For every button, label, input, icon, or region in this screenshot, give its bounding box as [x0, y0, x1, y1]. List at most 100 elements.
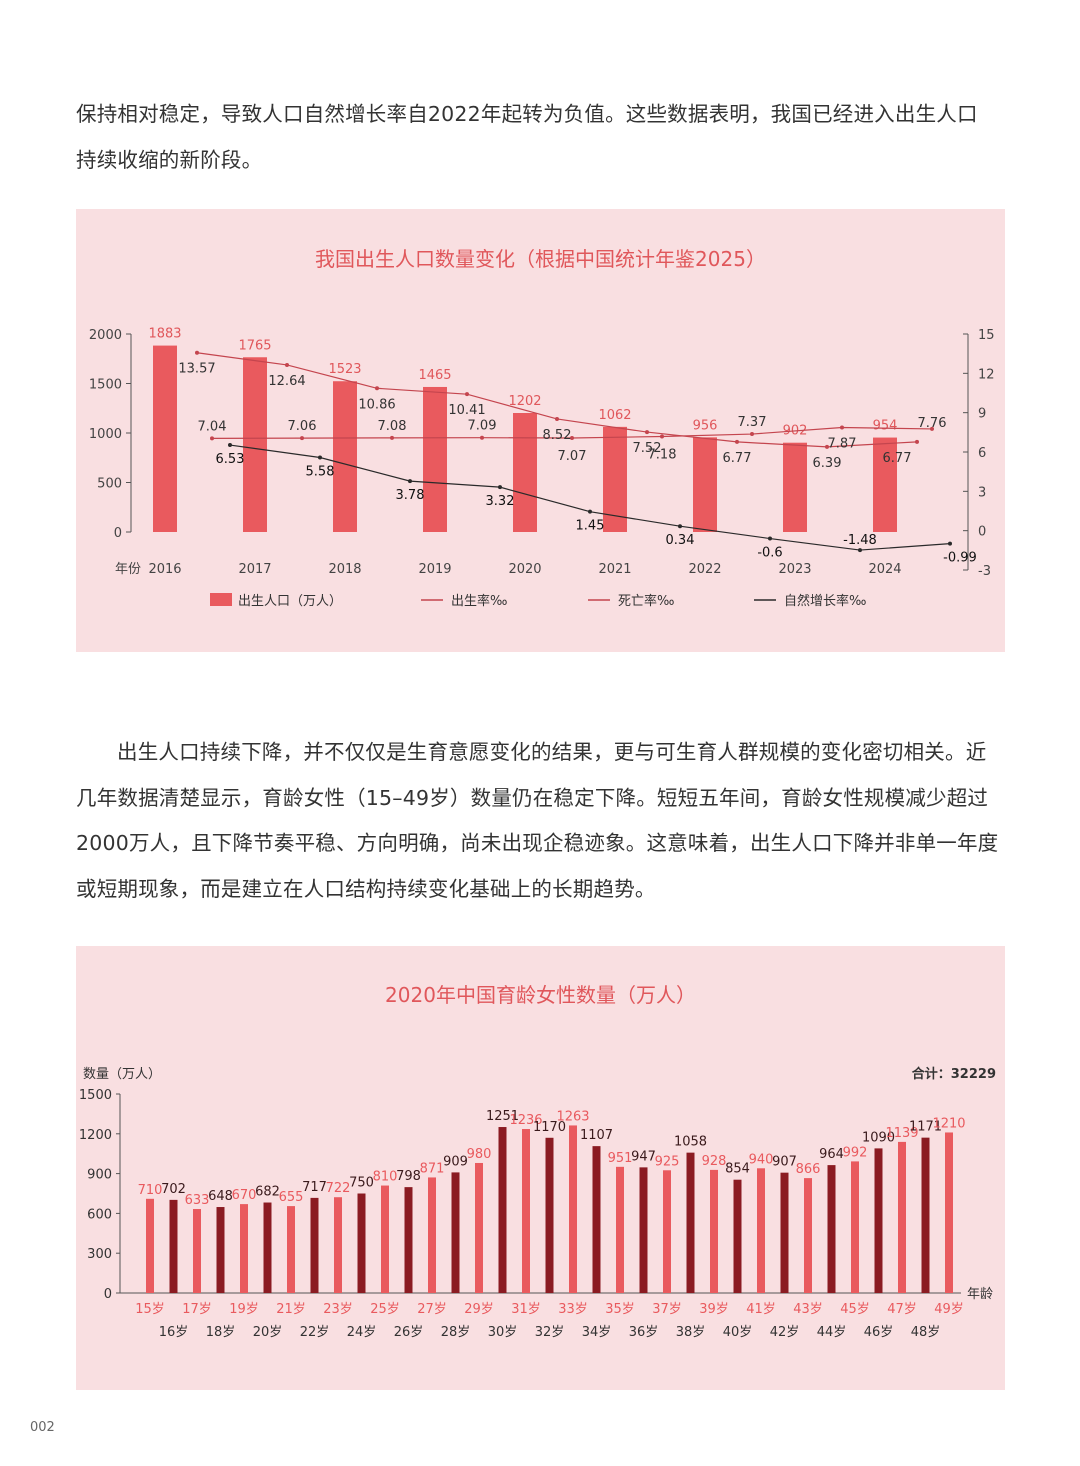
age-tick-label: 19岁 [229, 1302, 259, 1317]
birth-rate-point [735, 439, 739, 444]
birth-rate-label: 12.64 [268, 374, 305, 389]
age-bar [663, 1170, 671, 1293]
age-bar [428, 1177, 436, 1293]
age-tick-label: 41岁 [746, 1302, 776, 1317]
age-bar [592, 1146, 601, 1293]
age-bar [216, 1207, 225, 1293]
age-tick-label: 16岁 [159, 1325, 189, 1340]
y-axis-tick-label: 900 [87, 1168, 112, 1183]
age-bar [498, 1127, 507, 1293]
death-rate-label: 7.37 [738, 415, 767, 430]
natural-growth-point [768, 536, 772, 541]
age-bar [686, 1152, 695, 1293]
age-tick-label: 47岁 [887, 1302, 917, 1317]
birth-bar-label: 1062 [598, 408, 631, 423]
age-tick-label: 36岁 [629, 1325, 659, 1340]
age-bar-label: 1236 [509, 1113, 542, 1128]
birth-rate-label: 6.77 [723, 451, 752, 466]
right-axis-tick-label: 12 [978, 367, 995, 382]
age-bar-label: 940 [749, 1152, 774, 1167]
age-bar-label: 871 [420, 1161, 445, 1176]
age-bar-label: 992 [843, 1145, 868, 1160]
age-tick-label: 46岁 [864, 1325, 894, 1340]
age-bar [287, 1206, 295, 1293]
x-tick-label: 2019 [418, 562, 451, 577]
death-rate-point [570, 435, 574, 440]
y-axis-title: 数量（万人） [83, 1067, 161, 1082]
birth-rate-point [915, 439, 919, 444]
age-bar-label: 810 [373, 1170, 398, 1185]
right-axis-tick-label: 15 [978, 328, 995, 343]
death-rate-point [300, 436, 304, 441]
age-tick-label: 48岁 [911, 1325, 941, 1340]
x-tick-label: 2024 [868, 562, 901, 577]
age-tick-label: 40岁 [723, 1325, 753, 1340]
birth-bar [873, 437, 897, 532]
natural-growth-point [588, 509, 592, 514]
y-axis-tick-label: 600 [87, 1207, 112, 1222]
age-tick-label: 22岁 [300, 1325, 330, 1340]
age-tick-label: 49岁 [934, 1302, 964, 1317]
x-tick-label: 2022 [688, 562, 721, 577]
birth-rate-point [645, 430, 649, 435]
paragraph-line: 持续收缩的新阶段。 [76, 147, 263, 172]
age-bar [475, 1162, 483, 1293]
death-rate-point [930, 426, 934, 431]
age-tick-label: 29岁 [464, 1302, 494, 1317]
natural-growth-point [318, 455, 322, 460]
right-axis-tick-label: -3 [978, 564, 991, 579]
birth-rate-label: 6.39 [813, 456, 842, 471]
paragraph-line: 保持相对稳定，导致人口自然增长率自2022年起转为负值。这些数据表明，我国已经进… [76, 102, 978, 126]
age-bar-label: 798 [396, 1169, 421, 1184]
death-rate-point [750, 432, 754, 437]
age-tick-label: 25岁 [370, 1302, 400, 1317]
birth-bar-label: 1465 [418, 368, 451, 383]
legend-label-natural-growth: 自然增长率‰ [784, 593, 866, 609]
legend-swatch-births [210, 593, 232, 606]
death-rate-label: 7.18 [648, 448, 677, 463]
age-bar-label: 1263 [556, 1109, 589, 1124]
death-rate-label: 7.08 [378, 419, 407, 434]
birth-rate-label: 13.57 [178, 362, 215, 377]
birth-bar-label: 1765 [238, 338, 271, 353]
age-tick-label: 42岁 [770, 1325, 800, 1340]
death-rate-label: 7.04 [198, 419, 227, 434]
birth-bar [333, 381, 357, 532]
chart-title: 2020年中国育龄女性数量（万人） [385, 983, 696, 1007]
age-tick-label: 20岁 [253, 1325, 283, 1340]
age-bar-label: 655 [279, 1190, 304, 1205]
age-bar-label: 925 [655, 1154, 680, 1169]
birth-rate-point [555, 416, 559, 421]
x-tick-label: 2017 [238, 562, 271, 577]
x-tick-label: 2021 [598, 562, 631, 577]
age-bar [357, 1193, 366, 1293]
natural-growth-point [948, 541, 952, 546]
birth-rate-label: 7.52 [633, 441, 662, 456]
death-rate-label: 7.76 [918, 416, 947, 431]
death-rate-point [840, 425, 844, 430]
age-bar-label: 866 [796, 1162, 821, 1177]
age-bar-label: 909 [443, 1154, 468, 1169]
left-axis-tick-label: 1500 [89, 378, 122, 393]
birth-rate-point [285, 362, 289, 367]
intro-paragraph: 保持相对稳定，导致人口自然增长率自2022年起转为负值。这些数据表明，我国已经进… [76, 92, 1006, 183]
age-tick-label: 34岁 [582, 1325, 612, 1340]
age-bar [898, 1141, 906, 1293]
natural-growth-label: 5.58 [306, 465, 335, 480]
birth-bar-label: 1883 [148, 327, 181, 342]
age-bar [334, 1197, 342, 1293]
death-rate-label: 7.09 [468, 419, 497, 434]
age-bar [193, 1209, 201, 1293]
age-bar [733, 1179, 742, 1293]
right-axis-tick-label: 0 [978, 525, 986, 540]
birth-rate-label: 6.77 [883, 451, 912, 466]
age-tick-label: 15岁 [135, 1302, 165, 1317]
age-bar [945, 1132, 953, 1293]
natural-growth-label: 3.32 [486, 494, 515, 509]
age-tick-label: 43岁 [793, 1302, 823, 1317]
paragraph-line: 出生人口持续下降，并不仅仅是生育意愿变化的结果，更与可生育人群规模的变化密切相关… [117, 740, 987, 764]
age-tick-label: 24岁 [347, 1325, 377, 1340]
age-tick-label: 26岁 [394, 1325, 424, 1340]
birth-bar-label: 1202 [508, 394, 541, 409]
paragraph-line: 或短期现象，而是建立在人口结构持续变化基础上的长期趋势。 [76, 876, 656, 901]
